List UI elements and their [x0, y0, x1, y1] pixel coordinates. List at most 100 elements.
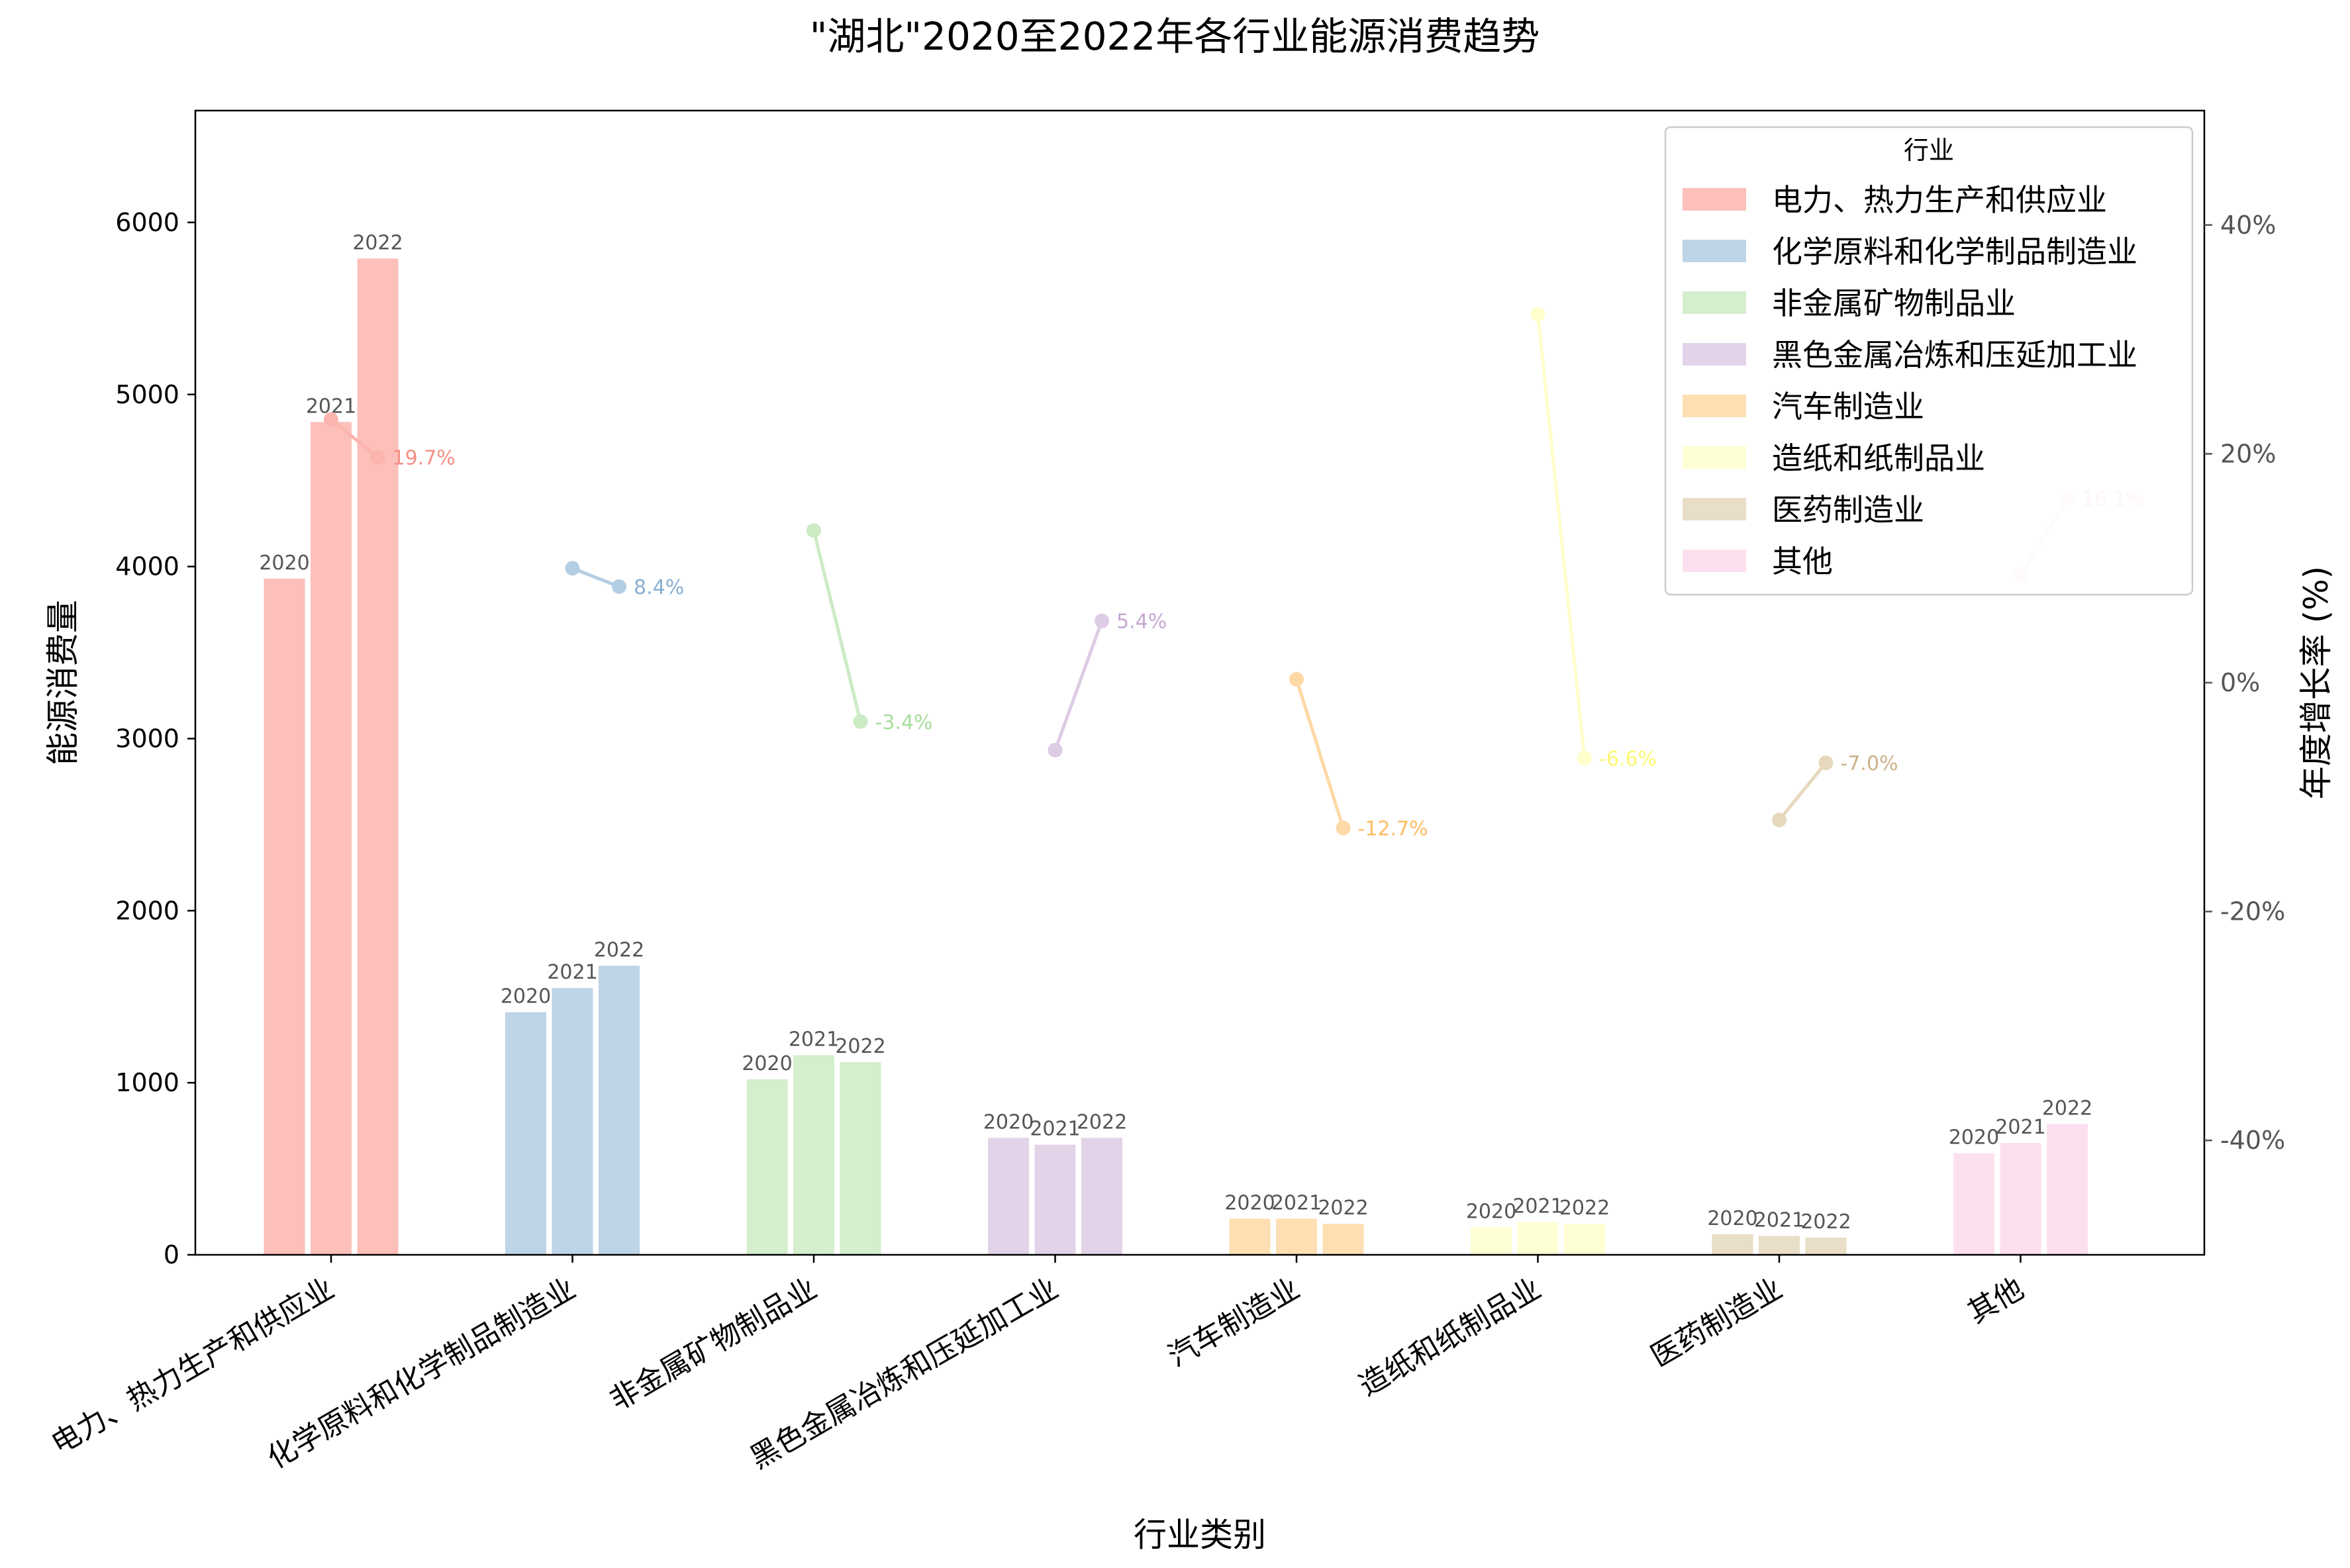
- bar: [1471, 1227, 1512, 1255]
- bar: [2000, 1143, 2041, 1255]
- growth-line: [1778, 761, 1828, 821]
- legend-label: 汽车制造业: [1772, 389, 1924, 424]
- growth-point: [1772, 812, 1787, 828]
- y2-tick-label: -20%: [2220, 897, 2285, 926]
- growth-rate-label: -7.0%: [1841, 752, 1898, 775]
- legend-box: [1664, 126, 2194, 596]
- legend-swatch: [1683, 343, 1746, 366]
- bar: [1953, 1153, 1994, 1255]
- bar-year-label: 2022: [1800, 1210, 1851, 1234]
- growth-line: [1295, 679, 1345, 829]
- bar: [311, 422, 352, 1255]
- bar: [2047, 1124, 2088, 1255]
- bar-year-label: 2020: [1949, 1126, 1999, 1150]
- growth-line: [812, 530, 862, 722]
- legend-label: 医药制造业: [1772, 492, 1924, 528]
- bars-layer: 2020202120222020202120222020202120222020…: [259, 231, 2092, 1255]
- bar: [1081, 1138, 1122, 1255]
- y2-axis-label: 年度增长率 (%): [2297, 566, 2335, 799]
- bar-year-label: 2020: [742, 1052, 792, 1075]
- bar: [1805, 1238, 1847, 1255]
- x-tick-label: 其他: [1962, 1271, 2030, 1330]
- legend-swatch: [1683, 240, 1746, 262]
- legend-label: 非金属矿物制品业: [1772, 285, 2016, 321]
- bar: [357, 258, 399, 1255]
- bar: [840, 1061, 881, 1255]
- y-tick-label: 4000: [115, 552, 179, 581]
- bar-year-label: 2021: [547, 961, 597, 984]
- legend-label: 电力、热力生产和供应业: [1772, 182, 2107, 218]
- bar: [599, 965, 640, 1255]
- bar-year-label: 2021: [1271, 1191, 1322, 1214]
- growth-point: [807, 523, 821, 538]
- bar: [746, 1079, 788, 1255]
- x-tick-label: 非金属矿物制品业: [604, 1271, 822, 1417]
- y-axis-label: 能源消费量: [44, 600, 82, 765]
- legend-swatch: [1683, 291, 1746, 314]
- bar-year-label: 2020: [1224, 1191, 1275, 1214]
- right-axis: -40% -20% 0% 20% 40%: [2204, 211, 2285, 1155]
- growth-point: [565, 561, 580, 576]
- legend-swatch: [1683, 188, 1746, 211]
- bar: [505, 1012, 546, 1255]
- bar-year-label: 2022: [1077, 1110, 1127, 1134]
- legend-items: 电力、热力生产和供应业化学原料和化学制品制造业非金属矿物制品业黑色金属冶炼和压延…: [1683, 182, 2137, 579]
- y-tick-label: 3000: [115, 724, 179, 753]
- growth-point: [1289, 671, 1304, 687]
- growth-point: [612, 579, 626, 594]
- bar-year-label: 2020: [983, 1110, 1034, 1134]
- bar: [793, 1055, 834, 1255]
- y-tick-label: 5000: [115, 380, 179, 409]
- legend-label: 黑色金属冶炼和压延加工业: [1772, 337, 2137, 373]
- bar: [552, 988, 593, 1255]
- bar: [1322, 1224, 1364, 1255]
- growth-point: [1336, 820, 1351, 836]
- bar: [1229, 1218, 1271, 1255]
- bar-year-label: 2021: [1512, 1195, 1563, 1218]
- bar-year-label: 2021: [789, 1028, 839, 1052]
- bar: [1759, 1236, 1800, 1255]
- growth-point: [370, 450, 385, 465]
- bar: [1564, 1224, 1605, 1255]
- y-tick-label: 1000: [115, 1068, 179, 1097]
- growth-line: [571, 566, 620, 589]
- y-tick-label: 2000: [115, 896, 179, 925]
- bar-year-label: 2020: [1466, 1200, 1516, 1223]
- growth-line: [1053, 620, 1104, 751]
- legend-label: 其他: [1772, 544, 1833, 579]
- growth-rate-label: -6.6%: [1599, 748, 1657, 771]
- bar: [1517, 1222, 1559, 1255]
- legend-swatch: [1683, 395, 1746, 417]
- bar-year-label: 2020: [259, 552, 309, 575]
- bar-year-label: 2020: [501, 985, 551, 1008]
- bar-year-label: 2022: [594, 938, 644, 961]
- bar: [264, 578, 305, 1255]
- left-axis: 0 1000 2000 3000 4000 5000 6000: [115, 208, 195, 1269]
- legend-swatch: [1683, 550, 1746, 572]
- growth-rate-label: 5.4%: [1116, 611, 1167, 634]
- x-tick-label: 造纸和纸制品业: [1353, 1271, 1547, 1402]
- bar-year-label: 2021: [1754, 1208, 1804, 1232]
- growth-point: [1530, 307, 1545, 322]
- legend-label: 化学原料和化学制品制造业: [1772, 234, 2137, 270]
- growth-point: [324, 412, 338, 427]
- bar: [1276, 1218, 1317, 1255]
- x-tick-label: 汽车制造业: [1162, 1271, 1305, 1373]
- bar-year-label: 2022: [1559, 1197, 1610, 1220]
- bar-year-label: 2021: [1030, 1118, 1080, 1141]
- bar: [988, 1138, 1029, 1255]
- growth-point: [1048, 742, 1063, 758]
- chart-title: "湖北"2020至2022年各行业能源消费趋势: [810, 14, 1540, 59]
- growth-rate-label: 19.7%: [393, 447, 456, 470]
- bar-year-label: 2022: [835, 1035, 885, 1058]
- x-tick-label: 医药制造业: [1645, 1271, 1788, 1373]
- legend-swatch: [1683, 446, 1746, 469]
- bar-year-label: 2020: [1707, 1207, 1757, 1230]
- y2-tick-label: 20%: [2220, 439, 2276, 468]
- growth-line: [330, 418, 379, 459]
- x-axis-label: 行业类别: [1134, 1516, 1266, 1554]
- y2-tick-label: 0%: [2220, 668, 2260, 697]
- legend-swatch: [1683, 498, 1746, 520]
